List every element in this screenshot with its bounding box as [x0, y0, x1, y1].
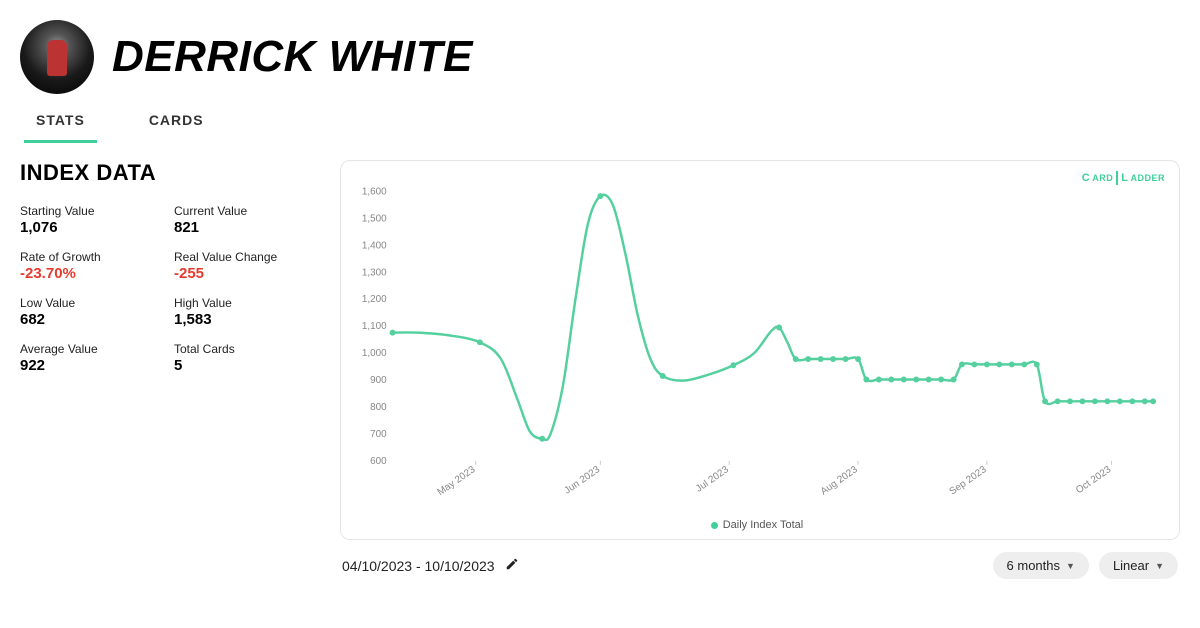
- stat-current-value: Current Value 821: [174, 204, 320, 236]
- stat-low-value: Low Value 682: [20, 296, 166, 328]
- range-selector-label: 6 months: [1007, 558, 1060, 573]
- svg-text:Sep 2023: Sep 2023: [948, 464, 989, 498]
- stat-label: Average Value: [20, 342, 166, 356]
- tab-cards[interactable]: CARDS: [137, 102, 216, 143]
- stat-label: High Value: [174, 296, 320, 310]
- pencil-icon: [505, 557, 519, 571]
- stat-label: Current Value: [174, 204, 320, 218]
- index-chart: CARD LADDER 6007008009001,0001,1001,2001…: [340, 160, 1180, 540]
- range-selector[interactable]: 6 months ▼: [993, 552, 1089, 579]
- svg-text:1,500: 1,500: [362, 213, 387, 224]
- player-avatar: [20, 20, 94, 94]
- legend-label: Daily Index Total: [723, 519, 804, 531]
- stat-label: Starting Value: [20, 204, 166, 218]
- stat-rate-of-growth: Rate of Growth -23.70%: [20, 250, 166, 282]
- svg-text:1,600: 1,600: [362, 186, 387, 197]
- stat-starting-value: Starting Value 1,076: [20, 204, 166, 236]
- stat-value: 821: [174, 219, 320, 236]
- edit-date-range-button[interactable]: [505, 557, 519, 574]
- svg-text:1,200: 1,200: [362, 294, 387, 305]
- svg-text:Jul 2023: Jul 2023: [694, 464, 731, 495]
- stat-label: Real Value Change: [174, 250, 320, 264]
- svg-text:Aug 2023: Aug 2023: [819, 464, 860, 498]
- player-name: DERRICK WHITE: [112, 32, 473, 82]
- svg-text:Jun 2023: Jun 2023: [562, 464, 602, 497]
- scale-selector[interactable]: Linear ▼: [1099, 552, 1178, 579]
- stat-label: Total Cards: [174, 342, 320, 356]
- stat-high-value: High Value 1,583: [174, 296, 320, 328]
- scale-selector-label: Linear: [1113, 558, 1149, 573]
- stat-value: 5: [174, 357, 320, 374]
- svg-text:May 2023: May 2023: [436, 464, 478, 498]
- tabs: STATS CARDS: [20, 102, 1180, 144]
- svg-text:600: 600: [370, 456, 387, 467]
- stat-label: Rate of Growth: [20, 250, 166, 264]
- stat-real-value-change: Real Value Change -255: [174, 250, 320, 282]
- tab-stats[interactable]: STATS: [24, 102, 97, 143]
- header: DERRICK WHITE: [20, 20, 1180, 94]
- chart-legend: Daily Index Total: [351, 513, 1163, 533]
- index-data-panel: INDEX DATA Starting Value 1,076 Current …: [20, 160, 320, 579]
- date-range-text: 04/10/2023 - 10/10/2023: [342, 558, 495, 574]
- chart-svg[interactable]: 600 700 800 900 1,000 1,100 1,200 1,300 1,400 1,5…: [351, 175, 1163, 513]
- svg-text:1,400: 1,400: [362, 240, 387, 251]
- svg-text:900: 900: [370, 375, 387, 386]
- svg-text:1,000: 1,000: [362, 348, 387, 359]
- svg-text:Oct 2023: Oct 2023: [1074, 464, 1114, 496]
- stat-value: 682: [20, 311, 166, 328]
- svg-text:1,100: 1,100: [362, 321, 387, 332]
- chevron-down-icon: ▼: [1155, 561, 1164, 571]
- chevron-down-icon: ▼: [1066, 561, 1075, 571]
- stat-value: -23.70%: [20, 265, 166, 282]
- stat-value: 1,583: [174, 311, 320, 328]
- date-range: 04/10/2023 - 10/10/2023: [342, 557, 519, 574]
- stat-label: Low Value: [20, 296, 166, 310]
- section-title: INDEX DATA: [20, 160, 320, 186]
- stat-value: 922: [20, 357, 166, 374]
- stat-value: -255: [174, 265, 320, 282]
- svg-text:700: 700: [370, 429, 387, 440]
- stat-total-cards: Total Cards 5: [174, 342, 320, 374]
- stat-average-value: Average Value 922: [20, 342, 166, 374]
- stat-value: 1,076: [20, 219, 166, 236]
- svg-text:800: 800: [370, 402, 387, 413]
- legend-marker-icon: [711, 522, 718, 529]
- svg-text:1,300: 1,300: [362, 267, 387, 278]
